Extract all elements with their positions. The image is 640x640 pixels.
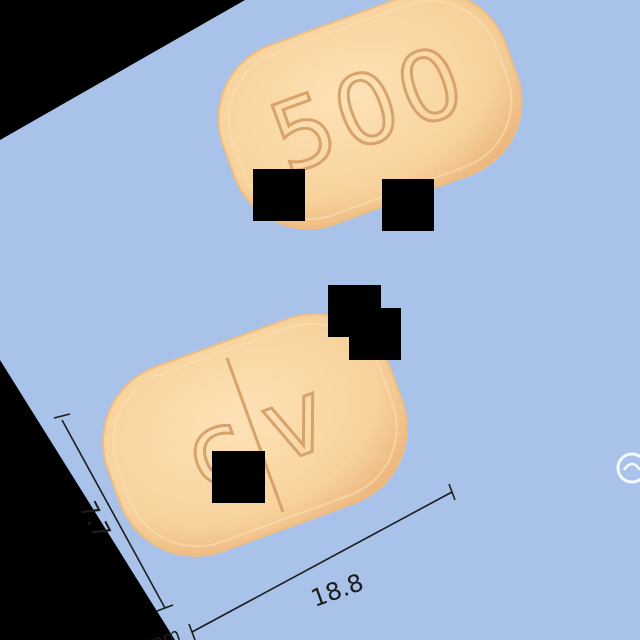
- score-line: [225, 357, 285, 513]
- redaction-block: [349, 308, 401, 360]
- circular-logo-icon: [616, 452, 640, 484]
- height-dimension: [53, 413, 174, 612]
- redaction-block: [212, 451, 265, 503]
- redaction-block: [253, 169, 305, 221]
- tablet-bottom: c v: [102, 313, 408, 557]
- redaction-block: [382, 179, 434, 231]
- tablet-top: 500: [217, 0, 523, 230]
- width-dimension: [188, 483, 456, 640]
